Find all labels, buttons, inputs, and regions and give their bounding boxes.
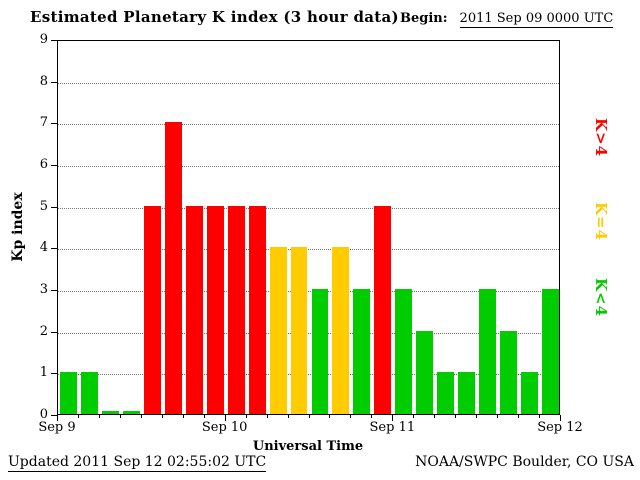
kp-bar xyxy=(542,289,559,414)
y-tick-label: 6 xyxy=(39,157,48,172)
y-tick-mark xyxy=(51,206,57,208)
begin-value: 2011 Sep 09 0000 UTC xyxy=(459,11,614,28)
x-minor-tick xyxy=(224,415,226,418)
chart-title: Estimated Planetary K index (3 hour data… xyxy=(30,8,399,26)
legend-item: K=4 xyxy=(592,202,610,242)
gridline xyxy=(58,82,559,84)
x-tick-label: Sep 9 xyxy=(38,420,76,435)
kp-bar xyxy=(353,289,371,414)
x-minor-tick xyxy=(560,415,561,418)
y-tick-label: 5 xyxy=(39,198,48,214)
gridline xyxy=(58,291,559,292)
x-axis-label: Universal Time xyxy=(252,439,364,454)
gridline xyxy=(58,124,559,126)
gridline xyxy=(58,374,559,376)
x-minor-tick xyxy=(57,415,58,418)
kp-bar xyxy=(80,372,98,414)
x-minor-tick xyxy=(413,415,415,418)
kp-bar xyxy=(185,205,203,414)
x-minor-tick xyxy=(350,415,352,418)
credit-text: NOAA/SWPC Boulder, CO USA xyxy=(415,454,634,470)
kp-bar xyxy=(206,205,224,414)
kp-bar xyxy=(416,330,434,414)
x-tick-mark xyxy=(392,415,394,421)
x-minor-tick xyxy=(140,415,142,418)
kp-bar xyxy=(164,122,182,414)
x-tick-label: Sep 10 xyxy=(201,420,248,435)
y-tick-mark xyxy=(51,165,57,166)
x-minor-tick xyxy=(371,415,373,418)
kp-bar xyxy=(122,411,140,414)
y-tick-label: 0 xyxy=(39,407,48,422)
plot-area xyxy=(57,40,560,415)
x-minor-tick xyxy=(182,415,184,418)
kp-bar xyxy=(311,289,329,414)
x-minor-tick xyxy=(203,415,205,418)
updated-timestamp: Updated 2011 Sep 12 02:55:02 UTC xyxy=(8,454,267,472)
kp-bar xyxy=(143,205,161,414)
legend-item: K>4 xyxy=(592,118,610,158)
y-tick-label: 4 xyxy=(39,240,48,256)
x-minor-tick xyxy=(119,415,121,418)
x-minor-tick xyxy=(77,415,79,418)
kp-bar xyxy=(374,205,392,414)
begin-label: Begin: xyxy=(400,11,448,26)
x-minor-tick xyxy=(287,415,289,418)
y-tick-mark xyxy=(51,248,57,250)
x-minor-tick xyxy=(329,415,331,418)
kp-bar xyxy=(458,372,476,414)
kp-bar xyxy=(500,330,518,414)
y-tick-mark xyxy=(51,415,57,416)
legend-item: K<4 xyxy=(592,278,610,318)
x-tick-mark xyxy=(224,415,226,421)
y-tick-label: 8 xyxy=(39,73,48,89)
y-tick-mark xyxy=(51,290,57,291)
gridline xyxy=(58,249,559,251)
x-minor-tick xyxy=(161,415,163,418)
kp-bar xyxy=(101,411,119,414)
gridline xyxy=(58,207,559,209)
kp-bar xyxy=(248,205,266,414)
x-tick-mark xyxy=(57,415,58,421)
kp-bar xyxy=(269,247,287,414)
kp-bar xyxy=(60,372,77,414)
x-minor-tick xyxy=(539,415,541,418)
kp-bar xyxy=(227,205,245,414)
kp-bar xyxy=(437,372,455,414)
kp-bar xyxy=(290,247,308,414)
y-tick-label: 7 xyxy=(39,115,48,131)
x-tick-label: Sep 12 xyxy=(537,420,583,435)
x-minor-tick xyxy=(392,415,394,418)
y-tick-mark xyxy=(51,81,57,83)
x-minor-tick xyxy=(308,415,310,418)
x-minor-tick xyxy=(476,415,478,418)
y-tick-mark xyxy=(51,40,57,41)
x-minor-tick xyxy=(245,415,247,418)
kp-bar xyxy=(395,289,413,414)
x-minor-tick xyxy=(518,415,520,418)
gridline xyxy=(58,166,559,167)
y-tick-mark xyxy=(51,331,57,333)
y-tick-label: 9 xyxy=(39,32,48,47)
kp-bar xyxy=(521,372,539,414)
gridline xyxy=(58,332,559,334)
y-tick-mark xyxy=(51,373,57,375)
x-minor-tick xyxy=(455,415,457,418)
y-tick-mark xyxy=(51,123,57,125)
x-minor-tick xyxy=(497,415,499,418)
y-tick-label: 2 xyxy=(39,323,48,339)
kp-bar xyxy=(479,289,497,414)
x-minor-tick xyxy=(98,415,100,418)
kp-bar xyxy=(332,247,350,414)
y-tick-label: 1 xyxy=(39,365,48,381)
y-tick-label: 3 xyxy=(39,282,48,297)
x-minor-tick xyxy=(434,415,436,418)
x-tick-label: Sep 11 xyxy=(369,420,416,435)
x-minor-tick xyxy=(266,415,268,418)
x-tick-mark xyxy=(560,415,561,421)
begin-row: Begin: 2011 Sep 09 0000 UTC xyxy=(400,11,614,28)
